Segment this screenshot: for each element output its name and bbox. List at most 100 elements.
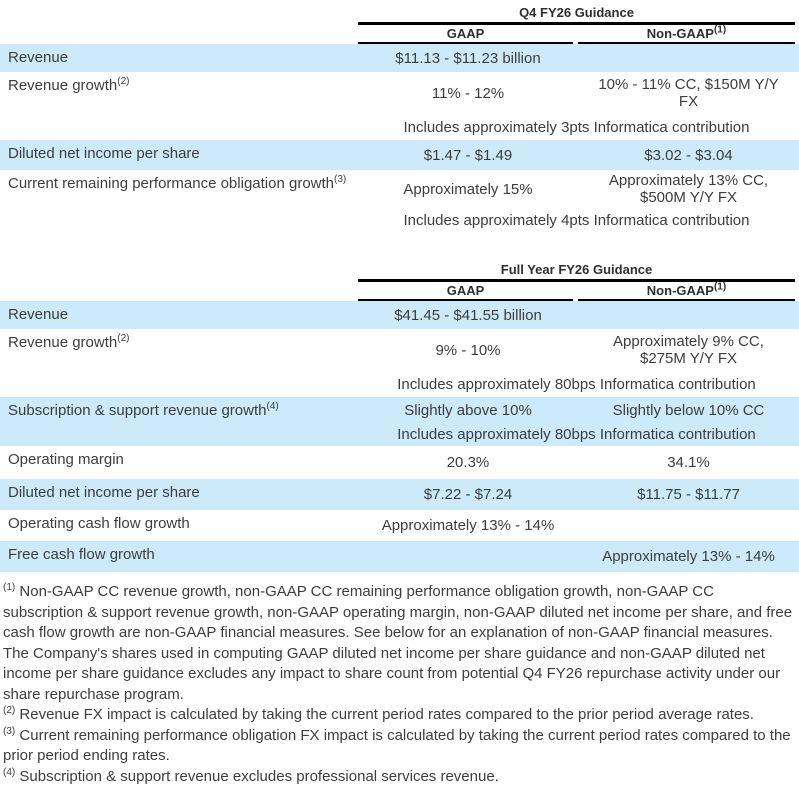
footnote-text: Current remaining performance obligation… (3, 727, 791, 765)
row-label-text: Operating cash flow growth (8, 515, 190, 532)
row-footnote-ref: (3) (334, 174, 346, 185)
nongaap-value: 34.1% (578, 446, 799, 479)
footnote-text: Subscription & support revenue excludes … (19, 768, 498, 785)
nongaap-value: 10% - 11% CC, $150M Y/Y FX (578, 72, 799, 114)
footnote-3: (3) Current remaining performance obliga… (3, 726, 795, 767)
row-label: Free cash flow growth (0, 541, 358, 572)
subscription-values-row: Subscription & support revenue growth(4)… (0, 397, 799, 423)
row-label: Revenue (0, 44, 358, 72)
gaap-value: $1.47 - $1.49 (358, 140, 578, 170)
table-row-diluted-eps: Diluted net income per share $1.47 - $1.… (0, 140, 799, 170)
table-note-row: Includes approximately 80bps Informatica… (0, 371, 799, 397)
gaap-column-header: GAAP (358, 25, 573, 44)
nongaap-header-label: Non-GAAP (647, 26, 714, 41)
nongaap-header-footnote-ref: (1) (714, 25, 726, 36)
table-row-revenue-growth: Revenue growth(2) 11% - 12% 10% - 11% CC… (0, 72, 799, 114)
row-label: Revenue growth(2) (0, 72, 358, 114)
row-label-text: Operating margin (8, 451, 124, 468)
nongaap-column-header: Non-GAAP(1) (578, 25, 795, 44)
table-title: Q4 FY26 Guidance (358, 3, 795, 25)
nongaap-header-footnote-ref: (1) (714, 282, 726, 293)
gaap-value: 20.3% (358, 446, 578, 479)
table-title-row: Q4 FY26 Guidance (0, 3, 799, 25)
row-label: Operating cash flow growth (0, 510, 358, 541)
row-footnote-ref: (4) (266, 401, 278, 412)
gaap-value: Approximately 13% - 14% (358, 510, 578, 541)
column-header-row: GAAP Non-GAAP(1) (0, 282, 799, 301)
nongaap-header-label: Non-GAAP (647, 283, 714, 298)
row-label: Revenue growth(2) (0, 329, 358, 371)
nongaap-value: Approximately 13% - 14% (578, 541, 799, 572)
footnote-marker: (2) (3, 705, 15, 716)
note-text: Includes approximately 80bps Informatica… (358, 371, 795, 397)
row-label-text: Free cash flow growth (8, 546, 155, 563)
footnote-4: (4) Subscription & support revenue exclu… (3, 767, 795, 787)
note-spacer (0, 114, 358, 140)
gaap-header-label: GAAP (447, 283, 485, 298)
nongaap-value: Approximately 9% CC, $275M Y/Y FX (578, 329, 799, 371)
note-spacer (0, 371, 358, 397)
table-row-revenue: Revenue $41.45 - $41.55 billion (0, 301, 799, 329)
table-row-diluted-eps: Diluted net income per share $7.22 - $7.… (0, 479, 799, 510)
row-label-text: Subscription & support revenue growth (8, 402, 266, 419)
table-row-free-cash-flow: Free cash flow growth Approximately 13% … (0, 541, 799, 572)
row-label-text: Revenue (8, 49, 68, 66)
table-row-operating-margin: Operating margin 20.3% 34.1% (0, 446, 799, 479)
footnote-marker: (4) (3, 767, 15, 778)
row-label: Operating margin (0, 446, 358, 479)
table-row-revenue-growth: Revenue growth(2) 9% - 10% Approximately… (0, 329, 799, 371)
table-title: Full Year FY26 Guidance (358, 260, 795, 282)
row-label: Revenue (0, 301, 358, 329)
row-label: Subscription & support revenue growth(4) (0, 397, 358, 423)
gaap-value: Approximately 15% (358, 170, 578, 208)
title-spacer (0, 3, 358, 25)
gaap-column-header: GAAP (358, 282, 573, 301)
note-spacer (0, 423, 358, 446)
nongaap-value: $11.75 - $11.77 (578, 479, 799, 510)
nongaap-value (578, 44, 799, 72)
row-label-text: Revenue growth (8, 334, 117, 351)
table-title-row: Full Year FY26 Guidance (0, 260, 799, 282)
header-spacer (0, 25, 358, 44)
footnote-marker: (1) (3, 582, 15, 593)
row-label-text: Diluted net income per share (8, 484, 200, 501)
fy26-guidance-table: Full Year FY26 Guidance GAAP Non-GAAP(1)… (0, 260, 799, 572)
nongaap-column-header: Non-GAAP(1) (578, 282, 795, 301)
footnote-marker: (3) (3, 726, 15, 737)
gaap-value: 11% - 12% (358, 72, 578, 114)
row-label: Diluted net income per share (0, 479, 358, 510)
gaap-value: $11.13 - $11.23 billion (358, 44, 578, 72)
table-row-operating-cash-flow: Operating cash flow growth Approximately… (0, 510, 799, 541)
column-header-row: GAAP Non-GAAP(1) (0, 25, 799, 44)
row-footnote-ref: (2) (117, 333, 129, 344)
gaap-header-label: GAAP (447, 26, 485, 41)
table-note-row: Includes approximately 80bps Informatica… (0, 423, 799, 446)
title-spacer (0, 260, 358, 282)
table-note-row: Includes approximately 4pts Informatica … (0, 208, 799, 232)
row-label: Current remaining performance obligation… (0, 170, 358, 208)
nongaap-value (578, 510, 799, 541)
nongaap-value (578, 301, 799, 329)
q4-fy26-guidance-table: Q4 FY26 Guidance GAAP Non-GAAP(1) Revenu… (0, 3, 799, 232)
row-label-text: Revenue growth (8, 77, 117, 94)
gaap-value (358, 541, 578, 572)
footnotes-section: (1) Non-GAAP CC revenue growth, non-GAAP… (0, 582, 799, 787)
row-label-text: Current remaining performance obligation… (8, 175, 334, 192)
header-spacer (0, 282, 358, 301)
footnote-text: Revenue FX impact is calculated by takin… (19, 706, 754, 723)
table-row-crpo-growth: Current remaining performance obligation… (0, 170, 799, 208)
note-text: Includes approximately 80bps Informatica… (358, 423, 795, 446)
table-gap (0, 232, 799, 260)
footnote-text: Non-GAAP CC revenue growth, non-GAAP CC … (3, 583, 792, 703)
gaap-value: Slightly above 10% (358, 397, 578, 423)
note-text: Includes approximately 3pts Informatica … (358, 114, 795, 140)
footnote-2: (2) Revenue FX impact is calculated by t… (3, 705, 795, 726)
gaap-value: 9% - 10% (358, 329, 578, 371)
row-label-text: Diluted net income per share (8, 145, 200, 162)
nongaap-value: Slightly below 10% CC (578, 397, 799, 423)
nongaap-value: $3.02 - $3.04 (578, 140, 799, 170)
note-spacer (0, 208, 358, 232)
table-note-row: Includes approximately 3pts Informatica … (0, 114, 799, 140)
footnote-1: (1) Non-GAAP CC revenue growth, non-GAAP… (3, 582, 795, 705)
